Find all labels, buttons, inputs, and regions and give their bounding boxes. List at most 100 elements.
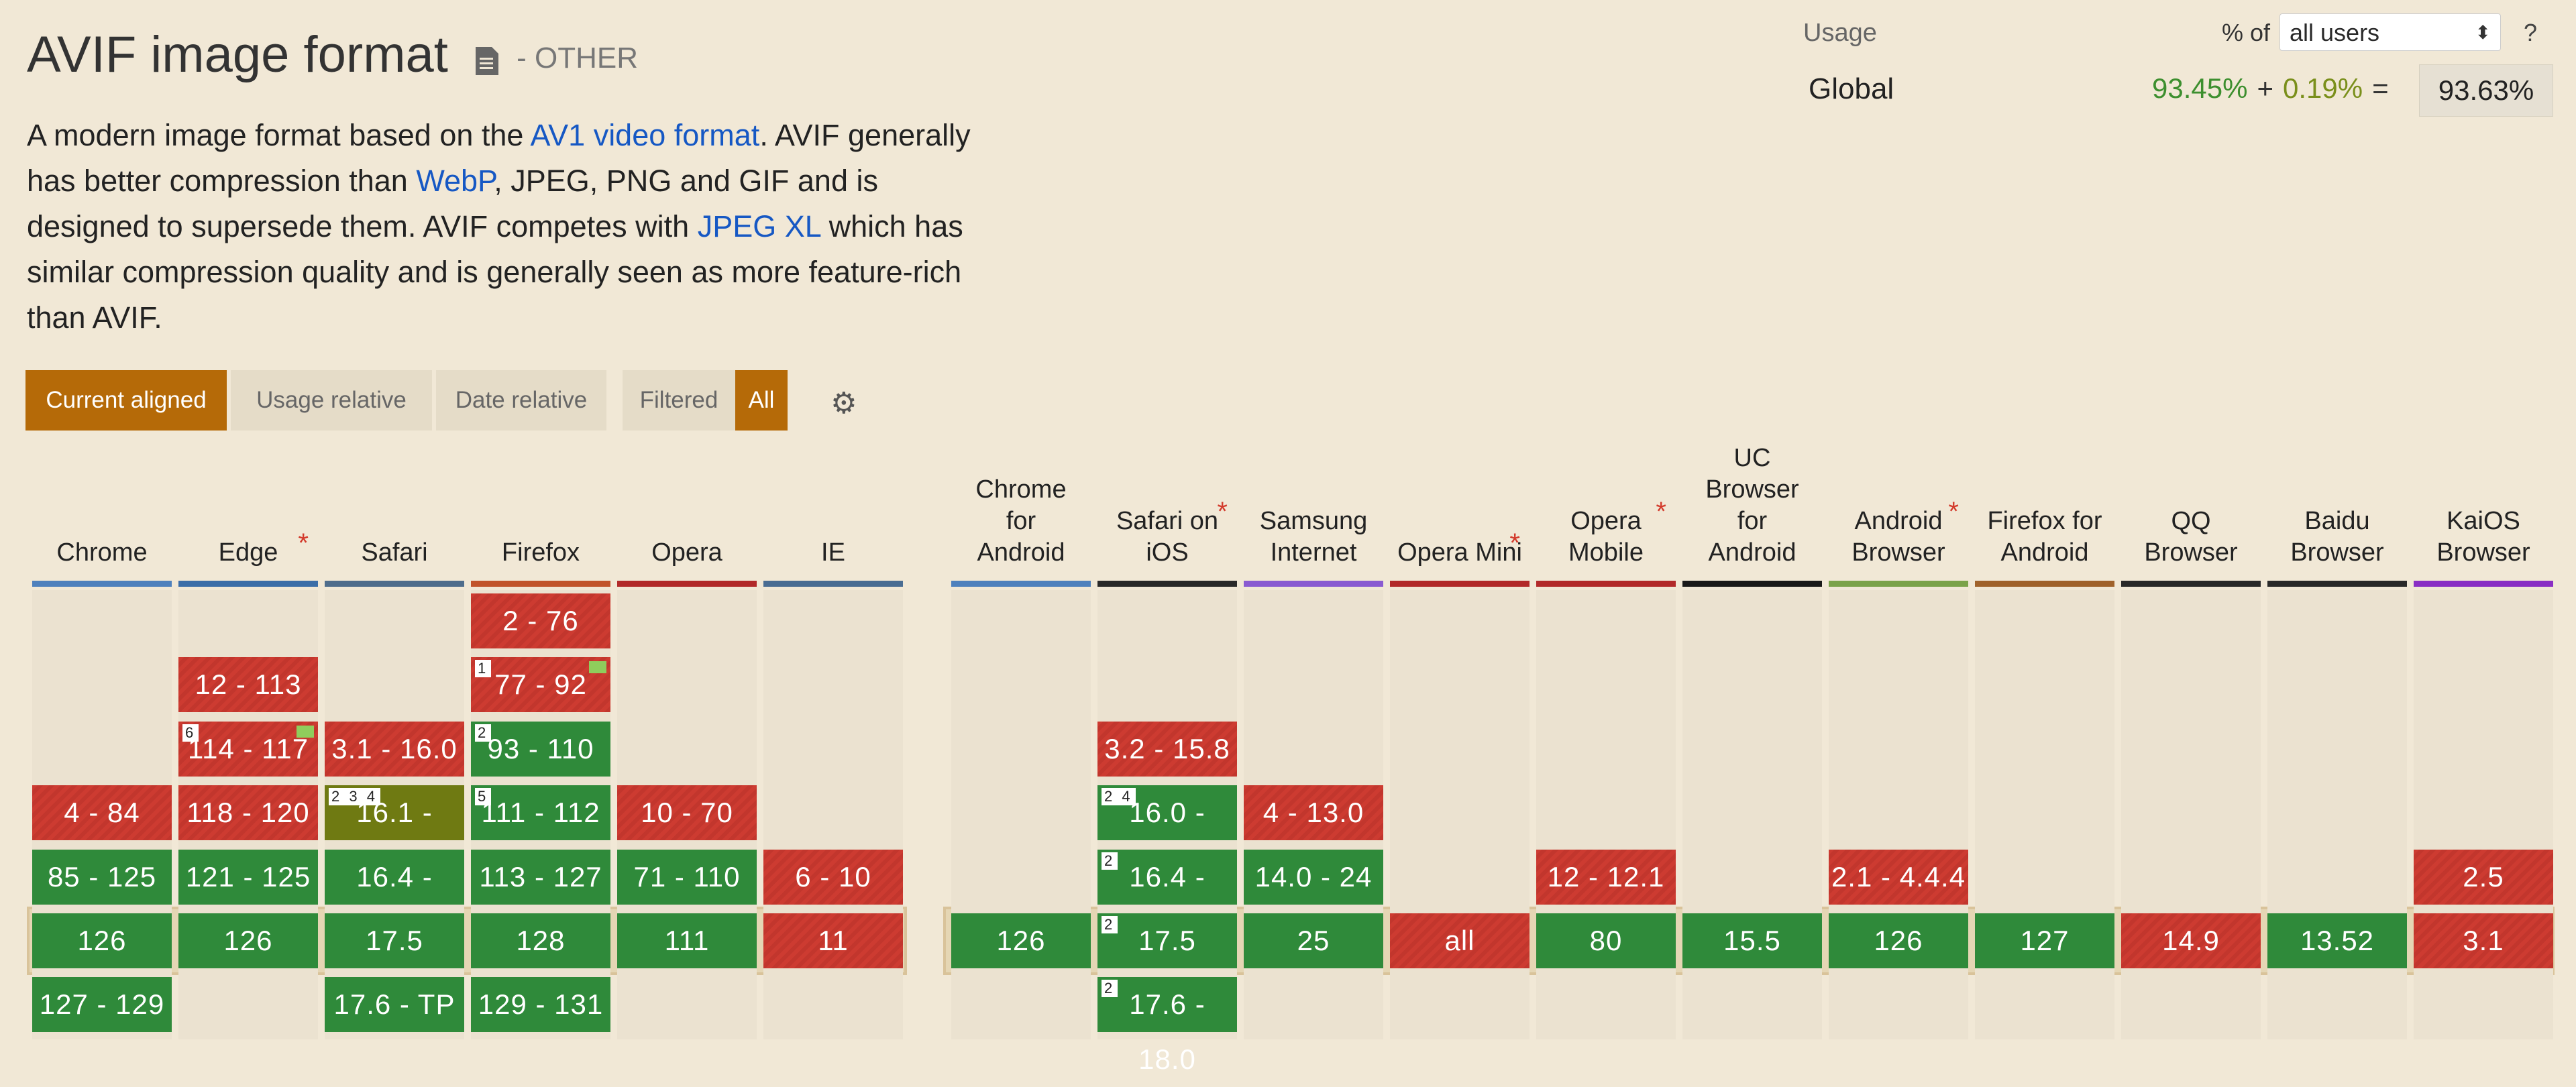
browser-header-qq-browser[interactable]: QQ Browser (2121, 506, 2261, 569)
filtered-button[interactable]: Filtered (623, 370, 735, 431)
version-cell[interactable]: 2.1 - 4.4.4 (1829, 850, 1968, 905)
version-cell[interactable]: 17.5 (325, 913, 464, 968)
browser-header-firefox[interactable]: Firefox (471, 537, 610, 569)
version-range: 17.5 (366, 925, 423, 956)
version-cell[interactable]: all (1390, 913, 1529, 968)
all-button[interactable]: All (735, 370, 788, 431)
note-marker: 2 (475, 724, 492, 742)
browser-header-opera[interactable]: Opera (617, 537, 757, 569)
version-cell[interactable]: 16.1 - 16.32 3 4 (325, 785, 464, 883)
version-cell[interactable]: 14.9 (2121, 913, 2261, 968)
plus-sign: + (2257, 72, 2273, 104)
version-cell[interactable]: 6 - 10 (763, 850, 903, 905)
browser-header-opera-mobile[interactable]: Opera Mobile * (1536, 497, 1676, 569)
date-relative-button[interactable]: Date relative (436, 370, 606, 431)
note-marker: 6 (182, 724, 199, 742)
browser-color-bar (178, 581, 318, 587)
browser-header-ie[interactable]: IE (763, 537, 903, 569)
version-cell[interactable]: 17.5 2 (1097, 913, 1237, 968)
usage-scope-select[interactable]: all users ⬍ (2279, 13, 2501, 51)
description-link[interactable]: JPEG XL (697, 209, 821, 243)
version-range: 126 (77, 925, 127, 956)
version-cell[interactable]: 127 - 129 (32, 977, 172, 1032)
version-cell[interactable]: 17.6 - TP (325, 977, 464, 1032)
version-cell[interactable]: 2.5 (2414, 850, 2553, 905)
description-link[interactable]: WebP (416, 164, 494, 198)
browser-header-safari[interactable]: Safari (325, 537, 464, 569)
version-cell[interactable]: 14.0 - 24 (1244, 850, 1383, 905)
browser-header-safari-on-ios[interactable]: Safari on iOS * (1097, 497, 1237, 569)
help-link[interactable]: ? (2524, 19, 2538, 46)
version-range: 17.6 - TP (333, 988, 455, 1020)
browser-name: Opera Mobile (1568, 507, 1644, 567)
version-cell[interactable]: 2 - 76 (471, 593, 610, 648)
version-cell[interactable]: 25 (1244, 913, 1383, 968)
version-cell[interactable]: 129 - 131 (471, 977, 610, 1032)
browser-name: QQ Browser (2144, 507, 2238, 567)
version-cell[interactable]: 77 - 92 1 (471, 657, 610, 712)
supported-percent: 93.45% (2152, 72, 2248, 104)
version-cell[interactable]: 113 - 127 (471, 850, 610, 905)
note-marker: 2 (1102, 916, 1118, 933)
version-cell[interactable]: 10 - 70 (617, 785, 757, 840)
version-cell[interactable]: 16.4 - 17.42 (1097, 850, 1237, 948)
version-cell[interactable]: 126 (32, 913, 172, 968)
version-cell[interactable]: 3.2 - 15.8 (1097, 722, 1237, 777)
version-range: 2.5 (2463, 861, 2504, 893)
browser-color-bar (1097, 581, 1237, 587)
browser-header-samsung-internet[interactable]: Samsung Internet (1244, 506, 1383, 569)
version-cell[interactable]: 126 (178, 913, 318, 968)
version-cell[interactable]: 3.1 (2414, 913, 2553, 968)
browser-color-bar (2121, 581, 2261, 587)
version-cell[interactable]: 128 (471, 913, 610, 968)
version-cell[interactable]: 4 - 84 (32, 785, 172, 840)
browser-header-baidu-browser[interactable]: Baidu Browser (2267, 506, 2407, 569)
version-cell[interactable]: 11 (763, 913, 903, 968)
browser-header-opera-mini[interactable]: Opera Mini * (1390, 528, 1529, 569)
version-range: 71 - 110 (633, 861, 741, 893)
version-cell[interactable]: 127 (1975, 913, 2114, 968)
version-cell[interactable]: 17.6 - 18.0 2 (1097, 977, 1237, 1075)
version-cell[interactable]: 15.5 (1682, 913, 1822, 968)
version-cell[interactable]: 4 - 13.0 (1244, 785, 1383, 840)
settings-gear-icon[interactable]: ⚙ (830, 387, 857, 420)
browser-header-uc-browser-for-android[interactable]: UC Browser for Android (1682, 443, 1822, 569)
version-cell[interactable]: 12 - 12.1 (1536, 850, 1676, 905)
version-cell[interactable]: 121 - 125 (178, 850, 318, 905)
version-cell[interactable]: 16.0 - 16.32 4 (1097, 785, 1237, 883)
version-cell[interactable]: 71 - 110 (617, 850, 757, 905)
browser-header-android-browser[interactable]: Android Browser * (1829, 497, 1968, 569)
browser-header-chrome[interactable]: Chrome (32, 537, 172, 569)
feature-category: - OTHER (517, 41, 639, 74)
version-range: 80 (1589, 925, 1623, 956)
version-cell[interactable]: 3.1 - 16.0 (325, 722, 464, 777)
description-link[interactable]: AV1 video format (530, 118, 760, 152)
current-aligned-button[interactable]: Current aligned (25, 370, 227, 431)
version-cell[interactable]: 114 - 117 6 (178, 722, 318, 777)
version-cell[interactable]: 111 - 112 5 (471, 785, 610, 840)
browser-header-chrome-for-android[interactable]: Chrome for Android (951, 474, 1091, 569)
version-range: 128 (516, 925, 566, 956)
browser-header-firefox-for-android[interactable]: Firefox for Android (1975, 506, 2114, 569)
version-cell[interactable]: 12 - 113 (178, 657, 318, 712)
browser-color-bar (1536, 581, 1676, 587)
version-range: 2.1 - 4.4.4 (1831, 861, 1966, 893)
browser-header-edge[interactable]: Edge * (178, 528, 318, 569)
column-stripe (1975, 590, 2114, 1039)
browser-header-kaios-browser[interactable]: KaiOS Browser (2414, 506, 2553, 569)
version-cell[interactable]: 85 - 125 (32, 850, 172, 905)
version-cell[interactable]: 111 (617, 913, 757, 968)
version-cell[interactable]: 93 - 110 2 (471, 722, 610, 777)
usage-relative-button[interactable]: Usage relative (231, 370, 432, 431)
version-cell[interactable]: 126 (951, 913, 1091, 968)
browser-name: Firefox for Android (1987, 507, 2102, 567)
version-cell[interactable]: 13.52 (2267, 913, 2407, 968)
version-cell[interactable]: 126 (1829, 913, 1968, 968)
equals-sign: = (2372, 72, 2389, 104)
version-cell[interactable]: 16.4 - 17.4 (325, 850, 464, 948)
browser-name: Safari on iOS (1116, 507, 1219, 567)
version-cell[interactable]: 80 (1536, 913, 1676, 968)
select-arrows-icon: ⬍ (2475, 22, 2491, 43)
version-cell[interactable]: 118 - 120 (178, 785, 318, 840)
browser-color-bar (32, 581, 172, 587)
